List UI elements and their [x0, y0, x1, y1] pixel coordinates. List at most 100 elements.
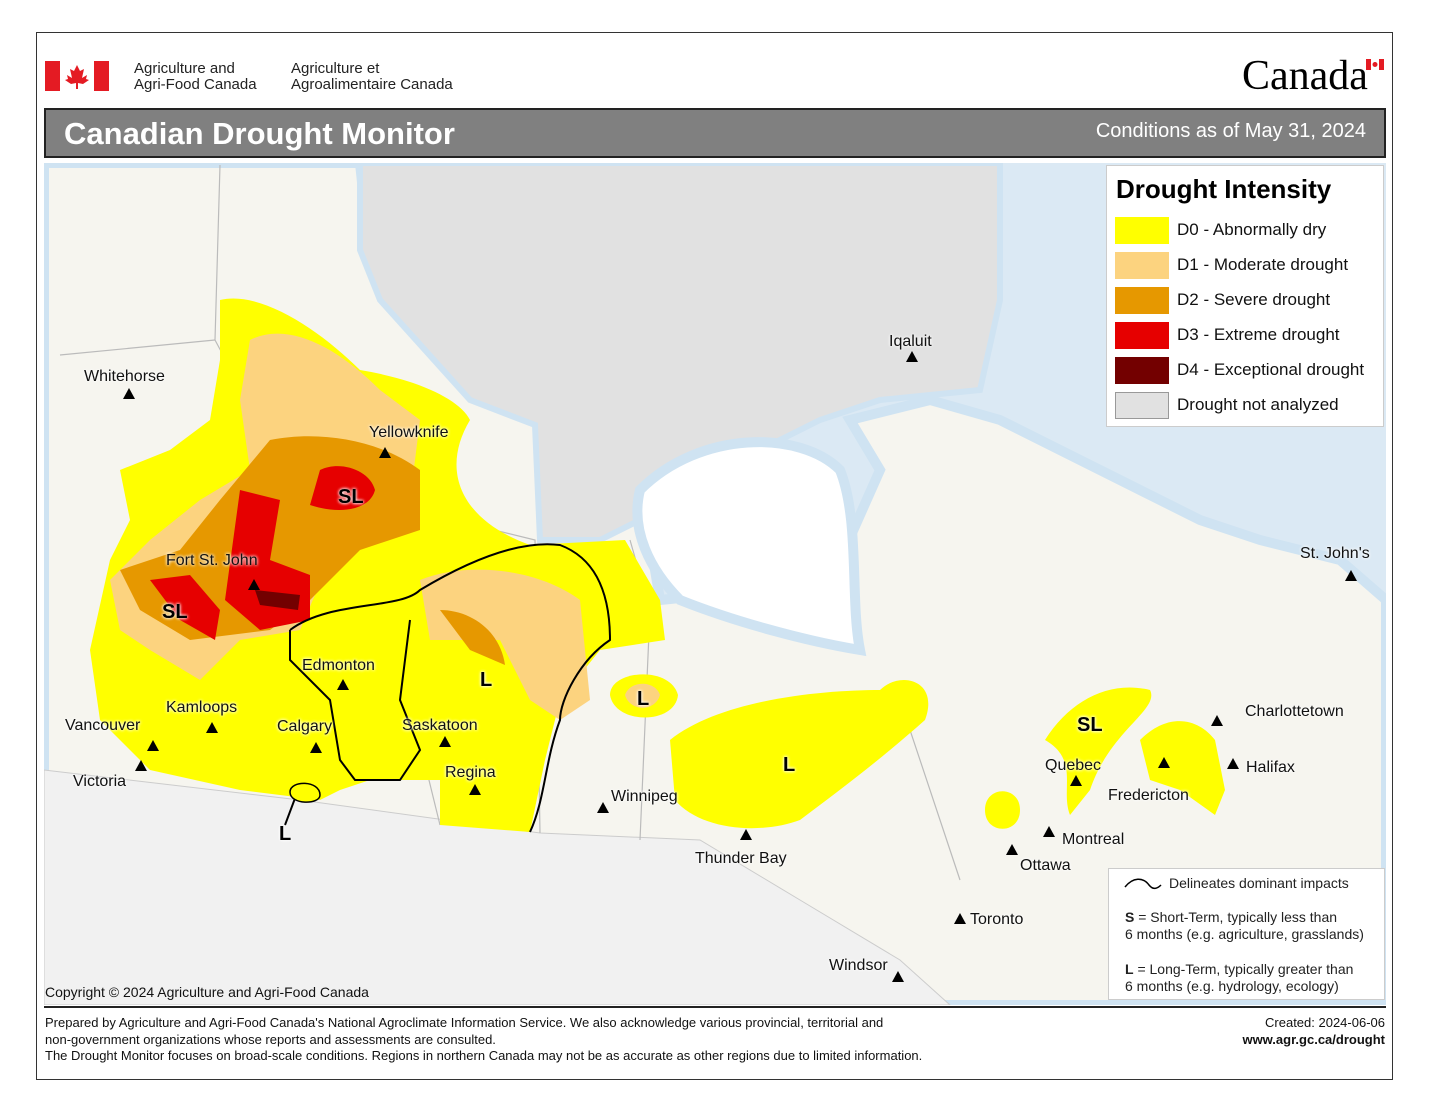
s-key: S	[1125, 909, 1135, 925]
city-label: Edmonton	[302, 657, 375, 674]
conditions-date: Conditions as of May 31, 2024	[1095, 120, 1366, 142]
city-marker-icon	[1227, 758, 1239, 769]
footer-line1: Prepared by Agriculture and Agri-Food Ca…	[45, 1015, 884, 1030]
impact-line-text: Delineates dominant impacts	[1169, 875, 1349, 891]
map-graphic	[44, 163, 1386, 1005]
city-label: Thunder Bay	[695, 850, 787, 867]
page-title: Canadian Drought Monitor	[64, 116, 455, 151]
drought-map	[44, 163, 1386, 1005]
city-label: Iqaluit	[889, 333, 932, 350]
city-label: Fort St. John	[166, 552, 258, 569]
impact-label: L	[279, 823, 292, 845]
city-label: Toronto	[970, 911, 1024, 928]
city-marker-icon	[597, 802, 609, 813]
city-marker-icon	[135, 760, 147, 771]
org-name-en: Agriculture and Agri-Food Canada	[134, 61, 257, 93]
l-text: = Long-Term, typically greater than	[1133, 961, 1354, 977]
legend-swatch	[1115, 286, 1169, 314]
city-label: Regina	[445, 764, 496, 781]
city-label: Yellowknife	[369, 424, 449, 441]
org-fr-line1: Agriculture et	[291, 60, 380, 77]
city-label: Calgary	[277, 718, 333, 735]
org-name-fr: Agriculture et Agroalimentaire Canada	[291, 61, 453, 93]
footer-divider	[44, 1006, 1386, 1008]
city-label: Ottawa	[1020, 857, 1071, 874]
city-label: Victoria	[73, 773, 127, 790]
impact-label: L	[783, 754, 796, 776]
legend-label: D2 - Severe drought	[1177, 290, 1331, 309]
legend-item-not-analyzed: Drought not analyzed	[1115, 391, 1339, 419]
s-text: = Short-Term, typically less than	[1134, 909, 1338, 925]
frame	[36, 32, 1393, 1080]
city-label: Fredericton	[1108, 787, 1189, 804]
city-marker-icon	[954, 913, 966, 924]
drought-intensity-legend: Drought Intensity D0 - Abnormally dry D1…	[1106, 165, 1384, 427]
d4-area	[255, 590, 300, 610]
org-en-line2: Agri-Food Canada	[134, 76, 257, 93]
l-key: L	[1125, 961, 1134, 977]
city-marker-icon	[310, 742, 322, 753]
legend-item-d4: D4 - Exceptional drought	[1115, 356, 1364, 384]
city-marker-icon	[337, 679, 349, 690]
short-term-note: S = Short-Term, typically less than 6 mon…	[1125, 909, 1364, 943]
impacts-legend: Delineates dominant impacts S = Short-Te…	[1108, 868, 1385, 1000]
legend-title: Drought Intensity	[1116, 174, 1332, 204]
hudson-bay	[632, 437, 867, 657]
city-marker-icon	[248, 579, 260, 590]
legend-swatch	[1115, 216, 1169, 244]
city-marker-icon	[1043, 826, 1055, 837]
impact-label: SL	[338, 486, 364, 508]
city-marker-icon	[147, 740, 159, 751]
city-marker-icon	[1211, 715, 1223, 726]
legend-label: D1 - Moderate drought	[1177, 255, 1349, 274]
legend-swatch	[1115, 321, 1169, 349]
legend-item-d1: D1 - Moderate drought	[1115, 251, 1348, 279]
usa-area	[44, 769, 951, 1005]
copyright: Copyright © 2024 Agriculture and Agri-Fo…	[45, 984, 369, 1000]
city-label: St. John's	[1300, 545, 1370, 562]
created-date: Created: 2024-06-06	[1265, 1015, 1385, 1030]
city-marker-icon	[123, 388, 135, 399]
org-en-line1: Agriculture and	[134, 60, 235, 77]
d1-sask	[420, 569, 590, 720]
org-fr-line2: Agroalimentaire Canada	[291, 76, 453, 93]
canada-flag-logo	[45, 61, 109, 91]
d0-small-alberta	[289, 782, 321, 803]
impact-label: SL	[1077, 714, 1103, 736]
city-marker-icon	[1158, 757, 1170, 768]
city-label: Kamloops	[166, 699, 238, 716]
city-marker-icon	[206, 722, 218, 733]
canada-wordmark: Canada	[1242, 53, 1368, 99]
footer-line2: non-government organizations whose repor…	[45, 1031, 496, 1047]
d0-east	[985, 687, 1225, 829]
impact-label: L	[637, 688, 650, 710]
city-label: Charlottetown	[1245, 703, 1344, 720]
legend-swatch	[1115, 251, 1169, 279]
website-link[interactable]: www.agr.gc.ca/drought	[1242, 1031, 1385, 1047]
city-label: Whitehorse	[84, 368, 165, 385]
footer-line3: The Drought Monitor focuses on broad-sca…	[45, 1048, 923, 1063]
impact-line-key: Delineates dominant impacts	[1123, 875, 1349, 892]
legend-swatch	[1115, 391, 1169, 419]
city-marker-icon	[906, 351, 918, 362]
city-marker-icon	[439, 736, 451, 747]
title-bar: Canadian Drought Monitor Conditions as o…	[44, 108, 1386, 158]
city-marker-icon	[1006, 844, 1018, 855]
city-label: Saskatoon	[402, 717, 478, 734]
d2-sask	[440, 610, 505, 665]
s-text2: 6 months (e.g. agriculture, grasslands)	[1125, 926, 1364, 942]
d0-west	[90, 298, 665, 833]
legend-label: D4 - Exceptional drought	[1177, 360, 1365, 379]
d1-manitoba	[625, 683, 660, 708]
footer-right: Created: 2024-06-06 www.agr.gc.ca/drough…	[1242, 1015, 1385, 1048]
city-marker-icon	[892, 971, 904, 982]
legend-item-d3: D3 - Extreme drought	[1115, 321, 1340, 349]
legend-item-d0: D0 - Abnormally dry	[1115, 216, 1326, 244]
long-term-note: L = Long-Term, typically greater than 6 m…	[1125, 961, 1353, 995]
city-label: Halifax	[1246, 759, 1295, 776]
city-label: Winnipeg	[611, 788, 678, 805]
wordmark-flag-icon	[1366, 59, 1384, 70]
city-marker-icon	[379, 447, 391, 458]
impact-label: SL	[162, 601, 188, 623]
city-marker-icon	[469, 784, 481, 795]
